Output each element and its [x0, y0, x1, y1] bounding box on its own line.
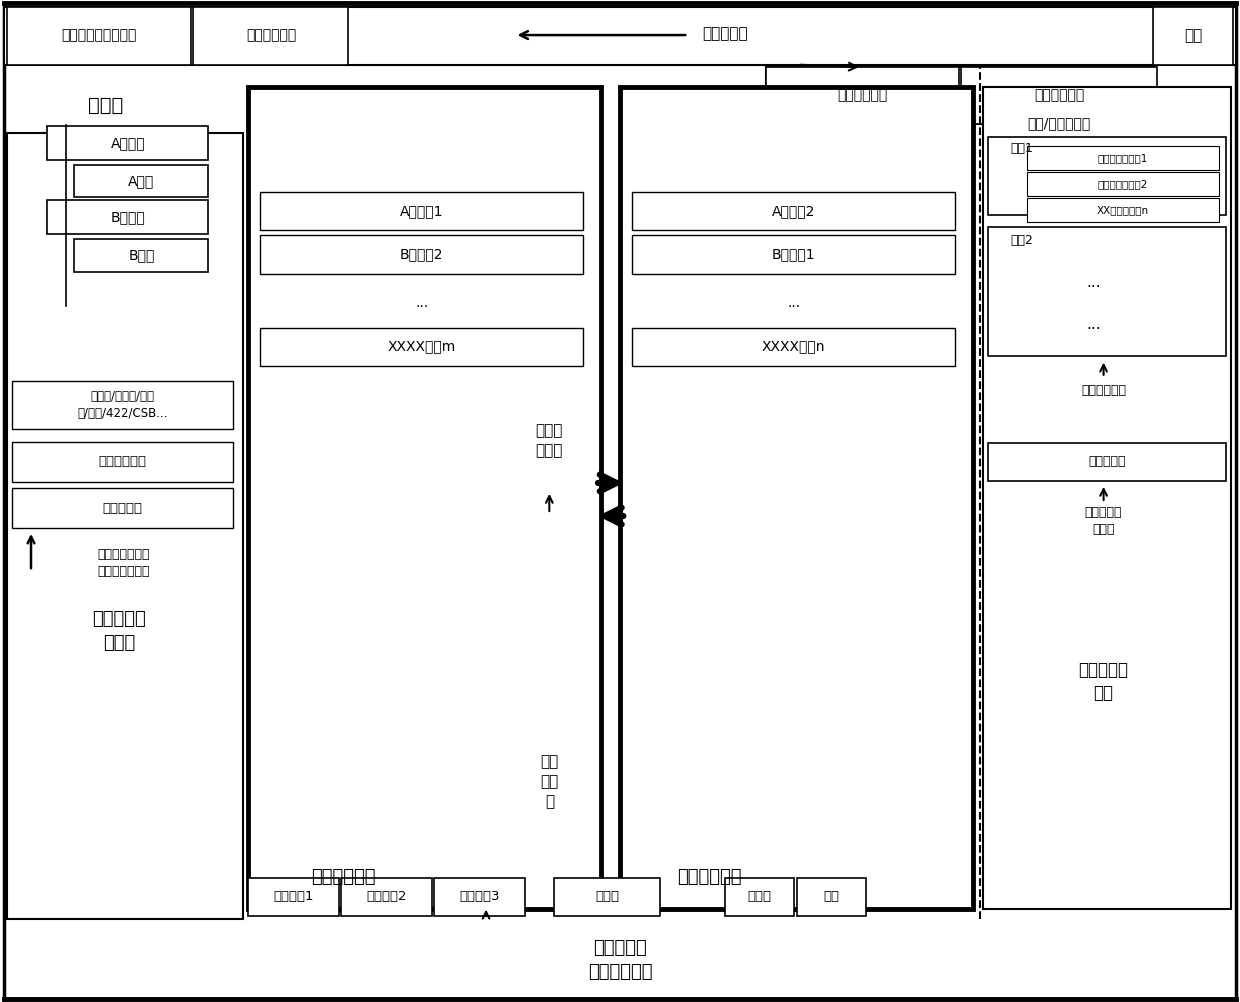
Bar — [988, 227, 1226, 356]
Text: XXXX温度m: XXXX温度m — [387, 340, 456, 354]
Bar — [1153, 6, 1233, 65]
Bar — [248, 87, 601, 909]
Bar — [797, 878, 866, 916]
Text: 采集/发送端设备: 采集/发送端设备 — [1027, 116, 1091, 130]
Text: A分系统: A分系统 — [110, 136, 145, 150]
Bar — [766, 67, 1154, 124]
Bar — [632, 235, 955, 274]
Bar — [1027, 172, 1219, 196]
Text: 设备1: 设备1 — [1011, 142, 1033, 154]
Bar — [554, 878, 660, 916]
Text: ...: ... — [1086, 276, 1101, 290]
Text: 设备2: 设备2 — [1011, 234, 1033, 246]
Text: B分系统: B分系统 — [110, 210, 145, 224]
Bar — [988, 443, 1226, 481]
Bar — [47, 200, 208, 234]
Text: XX量采集模块n: XX量采集模块n — [1096, 205, 1149, 215]
Text: ...: ... — [1086, 318, 1101, 332]
Bar — [12, 381, 233, 429]
Text: 树索引: 树索引 — [88, 96, 123, 114]
Text: 采集设备分配: 采集设备分配 — [837, 89, 888, 102]
Bar — [260, 235, 583, 274]
Text: 上一步: 上一步 — [748, 891, 771, 903]
Text: 已分配信息区: 已分配信息区 — [677, 868, 742, 886]
Bar — [620, 87, 973, 909]
Bar — [74, 239, 208, 272]
Bar — [434, 878, 525, 916]
Bar — [341, 878, 432, 916]
Text: 自动模式2: 自动模式2 — [366, 891, 407, 903]
Bar — [12, 488, 233, 528]
Bar — [988, 137, 1226, 215]
Text: A单机: A单机 — [128, 174, 155, 188]
Bar — [725, 878, 794, 916]
Bar — [260, 328, 583, 366]
Bar — [248, 878, 339, 916]
Text: 手动分
配按键: 手动分 配按键 — [536, 424, 563, 458]
Text: 不同位置信息: 不同位置信息 — [99, 456, 146, 468]
Text: 名称、代号: 名称、代号 — [1089, 456, 1126, 468]
Text: ...: ... — [787, 296, 800, 310]
Text: 初始化: 初始化 — [595, 891, 619, 903]
Text: A机温度1: A机温度1 — [399, 204, 444, 218]
Bar — [1027, 146, 1219, 170]
Text: 自动模式3: 自动模式3 — [459, 891, 500, 903]
Bar — [983, 87, 1231, 909]
Bar — [632, 192, 955, 230]
Text: B机温度1: B机温度1 — [771, 247, 816, 262]
Text: 模拟量/温度量/双电
平/矩阵/422/CSB...: 模拟量/温度量/双电 平/矩阵/422/CSB... — [78, 390, 167, 420]
Bar — [47, 126, 208, 160]
Text: 用于选择设备: 用于选择设备 — [1081, 385, 1126, 397]
Bar — [193, 6, 348, 65]
Text: B单机: B单机 — [128, 248, 155, 263]
Text: A机温度2: A机温度2 — [773, 204, 815, 218]
Text: 待分配信息
索引区: 待分配信息 索引区 — [92, 610, 146, 652]
Bar — [7, 133, 243, 919]
Text: 设备接点分配: 设备接点分配 — [246, 29, 296, 42]
Text: 模拟量采集模块2: 模拟量采集模块2 — [1097, 179, 1148, 189]
Text: 功能切换区: 功能切换区 — [703, 27, 748, 41]
Text: 指令设备分配: 指令设备分配 — [1034, 89, 1084, 102]
Bar — [260, 192, 583, 230]
Text: 保存: 保存 — [823, 891, 839, 903]
Bar — [1027, 198, 1219, 222]
Text: 名称、代号: 名称、代号 — [103, 502, 143, 514]
Bar — [7, 6, 191, 65]
Text: 用于类型、位置
过滤和信息检索: 用于类型、位置 过滤和信息检索 — [98, 548, 150, 578]
Text: 自动模式1: 自动模式1 — [273, 891, 314, 903]
Text: 备选设备选
择区: 备选设备选 择区 — [1079, 660, 1128, 702]
Text: XXXX温度n: XXXX温度n — [761, 340, 826, 354]
Bar — [632, 328, 955, 366]
Bar — [12, 442, 233, 482]
Text: 用于已排信
息检索: 用于已排信 息检索 — [1085, 506, 1122, 536]
Bar — [961, 67, 1157, 124]
Text: 常规
操作
区: 常规 操作 区 — [541, 755, 558, 809]
Text: 余量统计区
（表格形式）: 余量统计区 （表格形式） — [588, 939, 652, 981]
Bar — [74, 165, 208, 197]
Bar — [766, 67, 959, 124]
Text: ...: ... — [415, 296, 428, 310]
Text: 帮助: 帮助 — [1184, 28, 1202, 43]
Bar — [4, 6, 1236, 65]
Text: 模拟量采集模块1: 模拟量采集模块1 — [1097, 153, 1148, 163]
Text: 采集、发送设备选择: 采集、发送设备选择 — [62, 29, 136, 42]
Text: B机温度2: B机温度2 — [399, 247, 444, 262]
Text: 待分配信息区: 待分配信息区 — [311, 868, 376, 886]
